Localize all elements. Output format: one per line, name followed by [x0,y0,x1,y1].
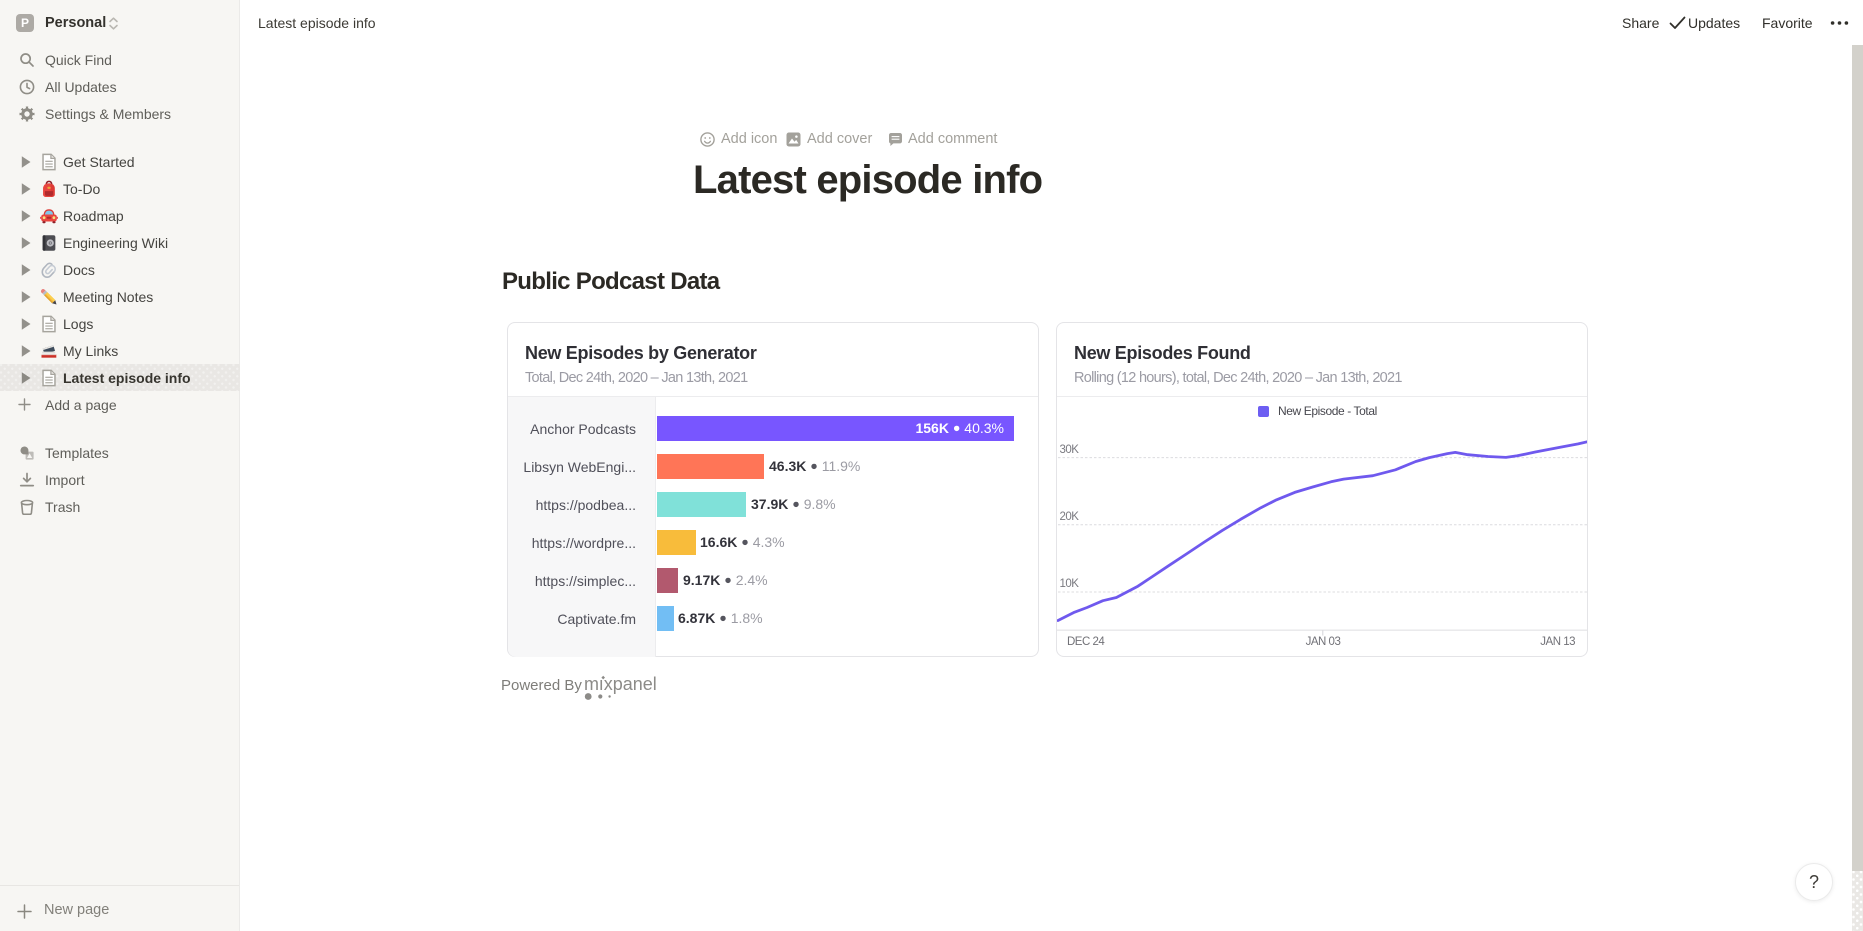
svg-text:mıxpanel: mıxpanel [584,674,657,694]
